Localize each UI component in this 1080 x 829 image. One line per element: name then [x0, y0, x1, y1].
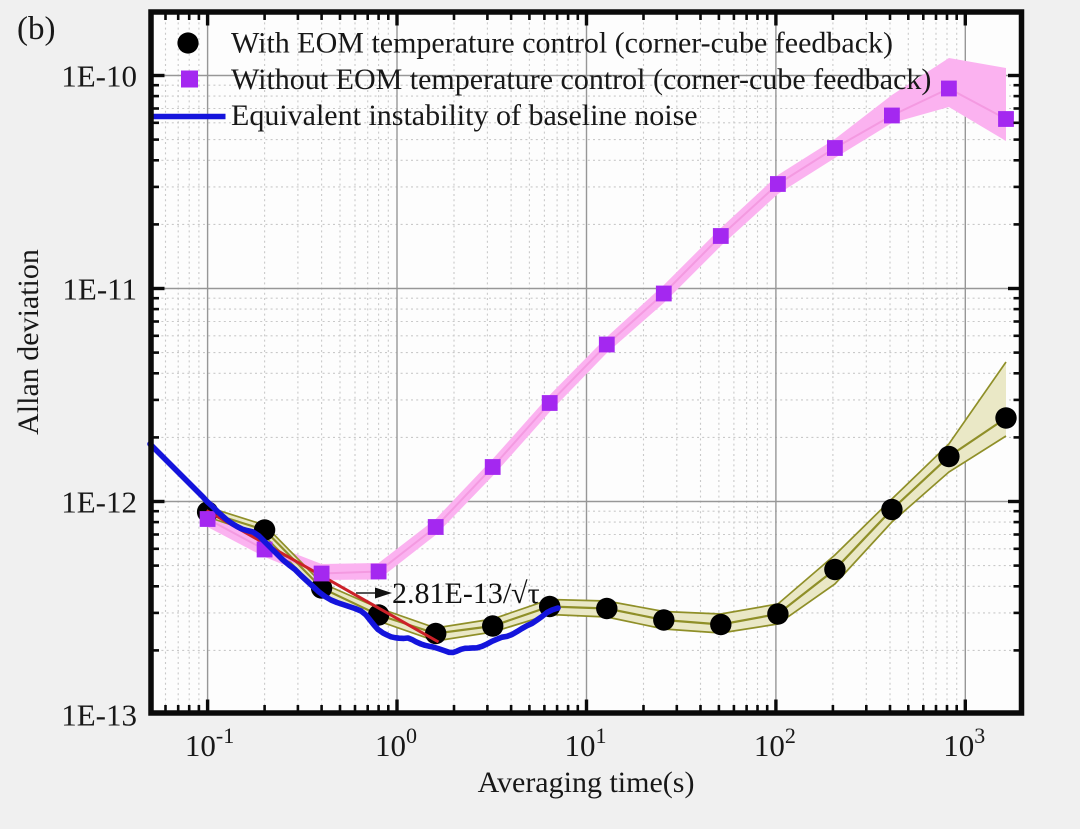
- svg-text:1E-12: 1E-12: [61, 485, 137, 520]
- svg-text:1E-13: 1E-13: [61, 698, 137, 733]
- svg-text:2.81E-13/√τ: 2.81E-13/√τ: [392, 577, 540, 610]
- svg-text:(b): (b): [17, 11, 55, 47]
- svg-text:1E-11: 1E-11: [62, 272, 137, 307]
- svg-text:Equivalent instability of base: Equivalent instability of baseline noise: [231, 99, 698, 132]
- svg-text:Averaging time(s): Averaging time(s): [478, 766, 695, 799]
- svg-text:Without EOM temperature contro: Without EOM temperature control (corner-…: [231, 63, 931, 96]
- svg-text:With EOM temperature control (: With EOM temperature control (corner-cub…: [231, 27, 893, 60]
- svg-text:Allan deviation: Allan deviation: [12, 249, 45, 435]
- svg-text:1E-10: 1E-10: [61, 59, 137, 94]
